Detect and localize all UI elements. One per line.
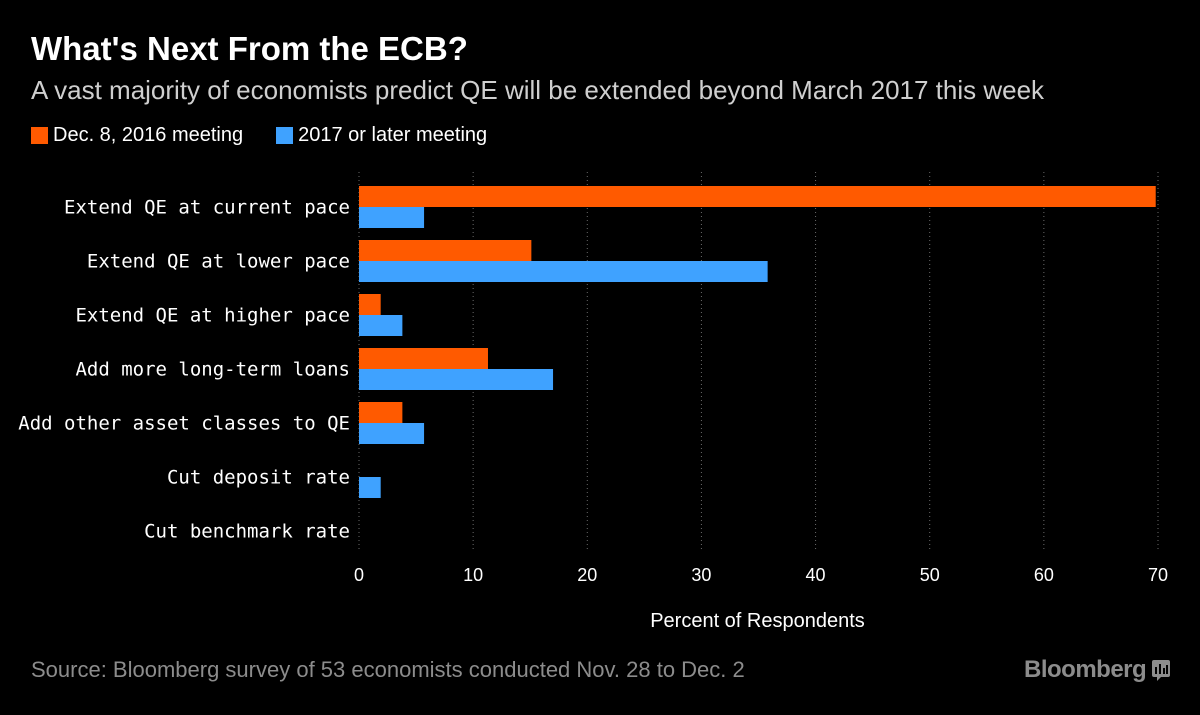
chart-title: What's Next From the ECB? xyxy=(31,30,468,67)
bar-2017-later-4 xyxy=(359,423,425,444)
bar-2017-later-1 xyxy=(359,261,768,282)
category-label: Extend QE at current pace xyxy=(64,197,350,219)
bar-2017-later-5 xyxy=(359,477,381,498)
category-label: Extend QE at lower pace xyxy=(87,251,350,273)
legend: Dec. 8, 2016 meeting 2017 or later meeti… xyxy=(31,124,520,146)
source-note: Source: Bloomberg survey of 53 economist… xyxy=(31,657,745,682)
bar-dec-2016-2 xyxy=(359,294,381,315)
bar-2017-later-0 xyxy=(359,207,425,228)
legend-label-series-2: 2017 or later meeting xyxy=(298,123,488,146)
x-tick-label: 70 xyxy=(1148,565,1168,585)
legend-swatch-series-1 xyxy=(31,126,48,144)
bar-2017-later-2 xyxy=(359,315,403,336)
chart-subtitle: A vast majority of economists predict QE… xyxy=(31,75,1045,105)
x-tick-label: 30 xyxy=(691,565,711,585)
bar-dec-2016-3 xyxy=(359,348,488,369)
x-tick-label: 10 xyxy=(463,565,483,585)
category-label: Extend QE at higher pace xyxy=(75,305,350,327)
bloomberg-logo: Bloomberg xyxy=(1024,656,1171,684)
bloomberg-terminal-icon xyxy=(1152,660,1171,681)
bar-dec-2016-1 xyxy=(359,240,532,261)
x-tick-label: 60 xyxy=(1034,565,1054,585)
x-axis-title: Percent of Respondents xyxy=(650,610,865,632)
x-tick-label: 0 xyxy=(354,565,364,585)
legend-swatch-series-2 xyxy=(276,126,294,144)
bar-dec-2016-0 xyxy=(359,186,1156,207)
category-label: Add more long-term loans xyxy=(75,359,350,381)
bar-dec-2016-4 xyxy=(359,402,403,423)
brand-name: Bloomberg xyxy=(1024,656,1147,683)
bar-2017-later-3 xyxy=(359,369,554,390)
category-label: Cut deposit rate xyxy=(167,467,350,489)
x-tick-label: 50 xyxy=(920,565,940,585)
x-tick-label: 40 xyxy=(806,565,826,585)
legend-item-series-2: 2017 or later meeting xyxy=(276,124,487,147)
legend-item-series-1: Dec. 8, 2016 meeting xyxy=(31,124,243,147)
legend-label-series-1: Dec. 8, 2016 meeting xyxy=(53,123,244,146)
x-tick-label: 20 xyxy=(577,565,597,585)
category-label: Cut benchmark rate xyxy=(144,521,350,543)
category-label: Add other asset classes to QE xyxy=(18,413,350,435)
